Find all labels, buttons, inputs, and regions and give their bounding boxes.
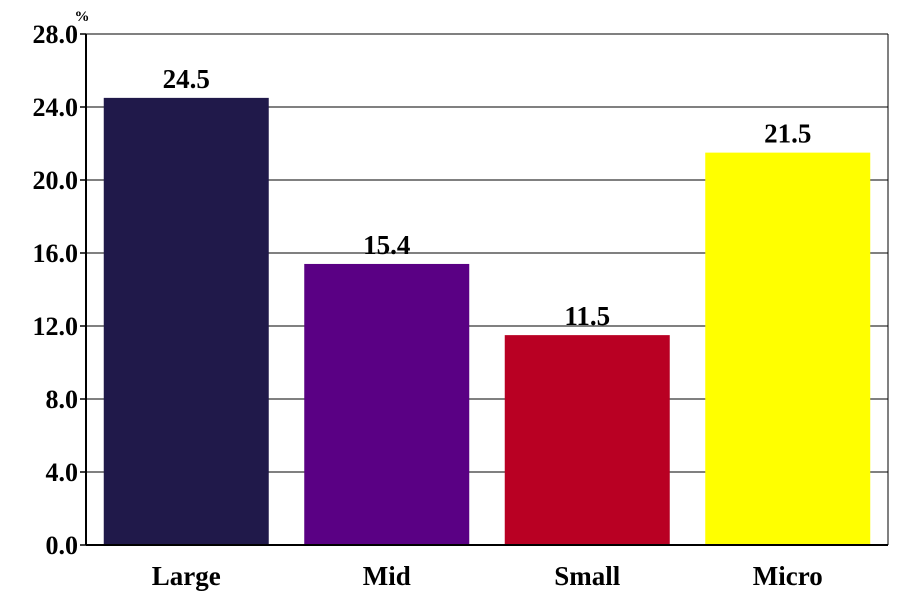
category-label-large: Large [152,561,221,591]
value-label-mid: 15.4 [363,230,410,260]
category-labels: Large Mid Small Micro [152,561,823,591]
bar-micro [705,152,871,545]
y-tick-label: 0.0 [46,531,79,560]
category-label-micro: Micro [753,561,823,591]
value-label-micro: 21.5 [764,119,811,149]
y-tick-label: 28.0 [33,20,79,49]
category-label-mid: Mid [363,561,411,591]
y-axis-unit-label: % [75,9,90,25]
y-tick-label: 12.0 [33,312,79,341]
value-label-large: 24.5 [163,64,210,94]
y-tick-label: 4.0 [46,458,79,487]
bar-large [103,97,269,545]
value-labels: 24.5 15.4 11.5 21.5 [163,64,812,331]
y-tick-label: 16.0 [33,239,79,268]
value-label-small: 11.5 [564,301,610,331]
y-tick-label: 20.0 [33,166,79,195]
bar-small [504,335,670,545]
y-tick-label: 24.0 [33,93,79,122]
bar-mid [304,263,470,545]
category-label-small: Small [554,561,621,591]
y-tick-label: 8.0 [46,385,79,414]
y-tick-labels: 0.0 4.0 8.0 12.0 16.0 20.0 24.0 28.0 [33,20,86,560]
bars [103,97,871,545]
plot-frame [85,33,889,546]
